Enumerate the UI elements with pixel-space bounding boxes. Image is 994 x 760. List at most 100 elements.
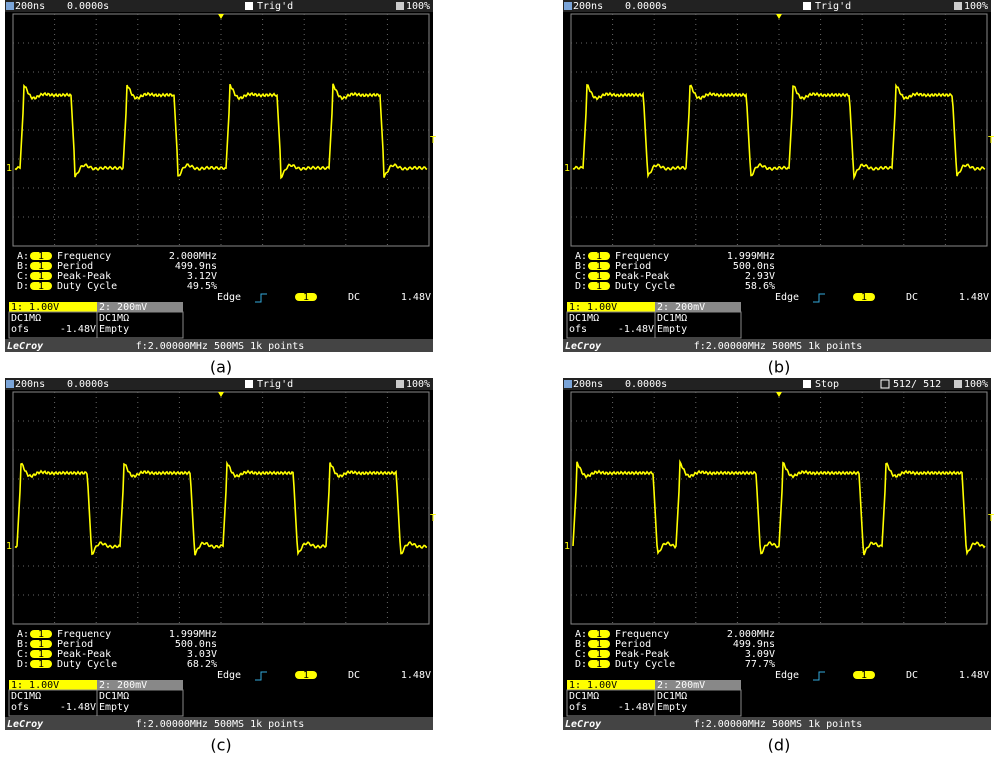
zoom: 100% xyxy=(406,1,430,12)
ch2-label: 2: 200mV xyxy=(99,680,147,691)
trigger-mode: Edge xyxy=(775,670,799,681)
ch1-coupling: DC1MΩ xyxy=(11,313,41,324)
delay: 0.0000s xyxy=(625,1,667,12)
ch2-coupling: DC1MΩ xyxy=(99,691,129,702)
measure-name: Duty Cycle xyxy=(57,281,117,292)
figure: 200ns0.0000sTrig'd100%1TA:1Frequency2.00… xyxy=(0,0,994,760)
trigger-level: 1.48V xyxy=(959,670,989,681)
m-icon xyxy=(6,2,14,10)
ch1-offset: -1.48V xyxy=(618,324,654,335)
footer-info: f:2.00000MHz 500MS 1k points xyxy=(136,719,305,730)
status-icon xyxy=(245,2,253,10)
acq-status: Trig'd xyxy=(257,1,293,12)
ch2-state: Empty xyxy=(99,702,129,713)
measure-value: 77.7% xyxy=(745,659,775,670)
zoom: 100% xyxy=(406,379,430,390)
m-icon xyxy=(6,380,14,388)
measure-value: 68.2% xyxy=(187,659,217,670)
m-icon xyxy=(564,2,572,10)
ch1-offset-label: ofs xyxy=(569,702,587,713)
trigger-marker: T xyxy=(430,135,436,146)
zoom: 100% xyxy=(964,379,988,390)
measure-channel: 1 xyxy=(38,659,44,670)
ch2-coupling: DC1MΩ xyxy=(657,313,687,324)
delay: 0.0000s xyxy=(67,1,109,12)
footer-info: f:2.00000MHz 500MS 1k points xyxy=(136,341,305,352)
ch1-offset: -1.48V xyxy=(60,324,96,335)
measure-channel: 1 xyxy=(596,281,602,292)
trigger-mode: Edge xyxy=(217,670,241,681)
m-icon xyxy=(564,380,572,388)
measure-value: 58.6% xyxy=(745,281,775,292)
trigger-channel: 1 xyxy=(861,670,867,681)
brand: LeCroy xyxy=(7,719,44,730)
channel-marker: 1 xyxy=(6,163,12,174)
brand: LeCroy xyxy=(565,719,602,730)
measure-slot: D: xyxy=(575,281,587,292)
ch2-label: 2: 200mV xyxy=(657,680,705,691)
trigger-marker: T xyxy=(430,513,436,524)
ch1-offset-label: ofs xyxy=(11,324,29,335)
status-icon xyxy=(803,380,811,388)
trigger-coupling: DC xyxy=(906,292,918,303)
delay: 0.0000s xyxy=(625,379,667,390)
scope-panel: 200ns0.0000sTrig'd100%1TA:1Frequency1.99… xyxy=(563,0,994,377)
measure-channel: 1 xyxy=(38,281,44,292)
acq-status: Trig'd xyxy=(815,1,851,12)
caption: (a) xyxy=(210,358,232,377)
ch1-offset-label: ofs xyxy=(11,702,29,713)
measure-slot: D: xyxy=(17,659,29,670)
ch1-label: 1: 1.00V xyxy=(11,302,59,313)
status-icon xyxy=(803,2,811,10)
trigger-marker: T xyxy=(988,135,994,146)
measure-value: 49.5% xyxy=(187,281,217,292)
measure-slot: D: xyxy=(17,281,29,292)
ch1-coupling: DC1MΩ xyxy=(11,691,41,702)
measure-name: Duty Cycle xyxy=(615,281,675,292)
zoom-icon xyxy=(954,2,962,10)
channel-marker: 1 xyxy=(564,541,570,552)
zoom: 100% xyxy=(964,1,988,12)
trigger-channel: 1 xyxy=(861,292,867,303)
ch1-offset: -1.48V xyxy=(60,702,96,713)
channel-marker: 1 xyxy=(564,163,570,174)
ch1-label: 1: 1.00V xyxy=(11,680,59,691)
timebase: 200ns xyxy=(15,1,45,12)
trigger-coupling: DC xyxy=(906,670,918,681)
trigger-level: 1.48V xyxy=(959,292,989,303)
footer-info: f:2.00000MHz 500MS 1k points xyxy=(694,341,863,352)
timebase: 200ns xyxy=(15,379,45,390)
ch2-state: Empty xyxy=(657,324,687,335)
caption: (d) xyxy=(768,736,791,755)
trigger-marker: T xyxy=(988,513,994,524)
caption: (b) xyxy=(768,358,791,377)
trigger-mode: Edge xyxy=(775,292,799,303)
ch2-coupling: DC1MΩ xyxy=(657,691,687,702)
ch2-state: Empty xyxy=(99,324,129,335)
trigger-level: 1.48V xyxy=(401,670,431,681)
brand: LeCroy xyxy=(7,341,44,352)
timebase: 200ns xyxy=(573,379,603,390)
brand: LeCroy xyxy=(565,341,602,352)
ch2-state: Empty xyxy=(657,702,687,713)
measure-name: Duty Cycle xyxy=(57,659,117,670)
measure-channel: 1 xyxy=(596,659,602,670)
delay: 0.0000s xyxy=(67,379,109,390)
trigger-coupling: DC xyxy=(348,670,360,681)
zoom-icon xyxy=(396,380,404,388)
zoom-icon xyxy=(396,2,404,10)
ch1-offset-label: ofs xyxy=(569,324,587,335)
ch1-label: 1: 1.00V xyxy=(569,302,617,313)
measure-name: Duty Cycle xyxy=(615,659,675,670)
status-icon xyxy=(245,380,253,388)
page: 200ns0.0000sTrig'd100%1TA:1Frequency2.00… xyxy=(0,0,994,760)
acquisitions: 512/ 512 xyxy=(893,379,941,390)
ch2-coupling: DC1MΩ xyxy=(99,313,129,324)
measure-slot: D: xyxy=(575,659,587,670)
caption: (c) xyxy=(210,736,231,755)
scope-panel: 200ns0.0000sStop512/ 512100%1TA:1Frequen… xyxy=(563,378,994,755)
ch1-label: 1: 1.00V xyxy=(569,680,617,691)
ch2-label: 2: 200mV xyxy=(99,302,147,313)
